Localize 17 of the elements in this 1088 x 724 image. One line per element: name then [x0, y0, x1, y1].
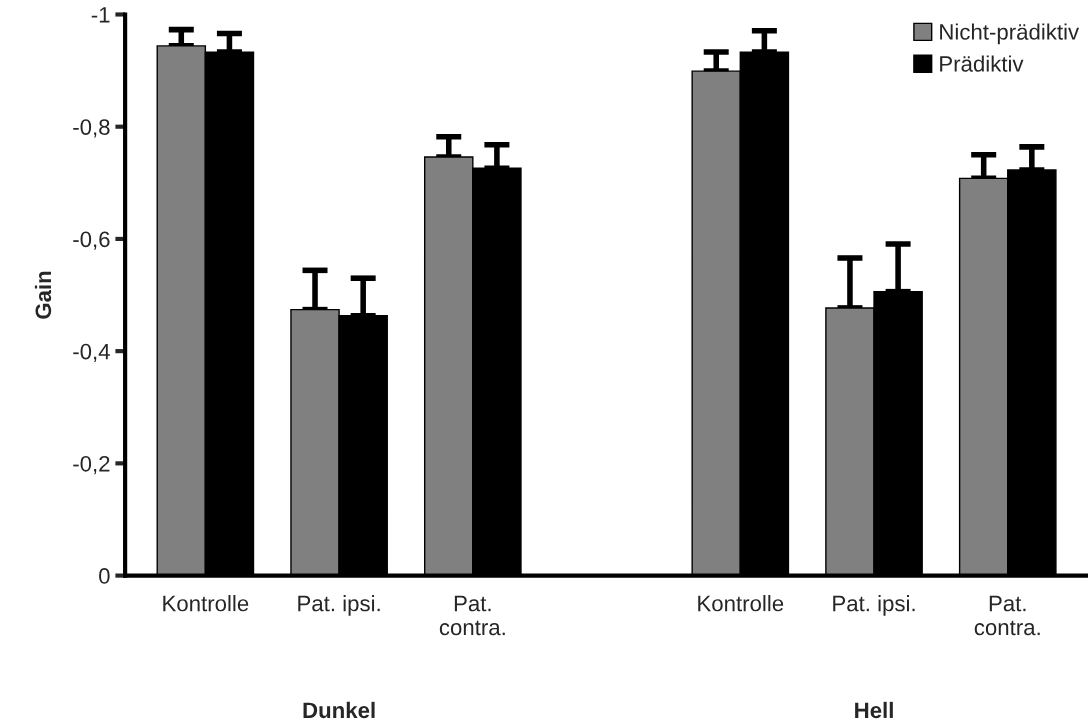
- y-tick-label: -0,2: [73, 455, 110, 475]
- x-tick-label: Pat. contra.: [439, 595, 505, 636]
- x-tick-label: Pat. contra.: [974, 595, 1040, 636]
- x-tick-label: Pat. ipsi.: [298, 595, 380, 616]
- text: Dunkel: [303, 701, 375, 719]
- y-axis-title: Gain: [34, 271, 52, 319]
- x-tick-label: Pat. ipsi.: [833, 595, 915, 616]
- y-tick-label: 0: [99, 568, 110, 584]
- y-tick-label: -0,4: [73, 343, 110, 363]
- text: Hell: [855, 701, 893, 719]
- x-tick-label: Kontrolle: [163, 595, 249, 612]
- y-tick-label: -0,8: [73, 119, 110, 138]
- y-tick-label: -0,6: [73, 231, 110, 250]
- y-tick-label: -1: [91, 7, 110, 23]
- legend-label: Prädiktiv: [940, 55, 1024, 72]
- legend-label: Nicht-prädiktiv: [940, 23, 1080, 45]
- x-tick-label: Kontrolle: [698, 595, 784, 612]
